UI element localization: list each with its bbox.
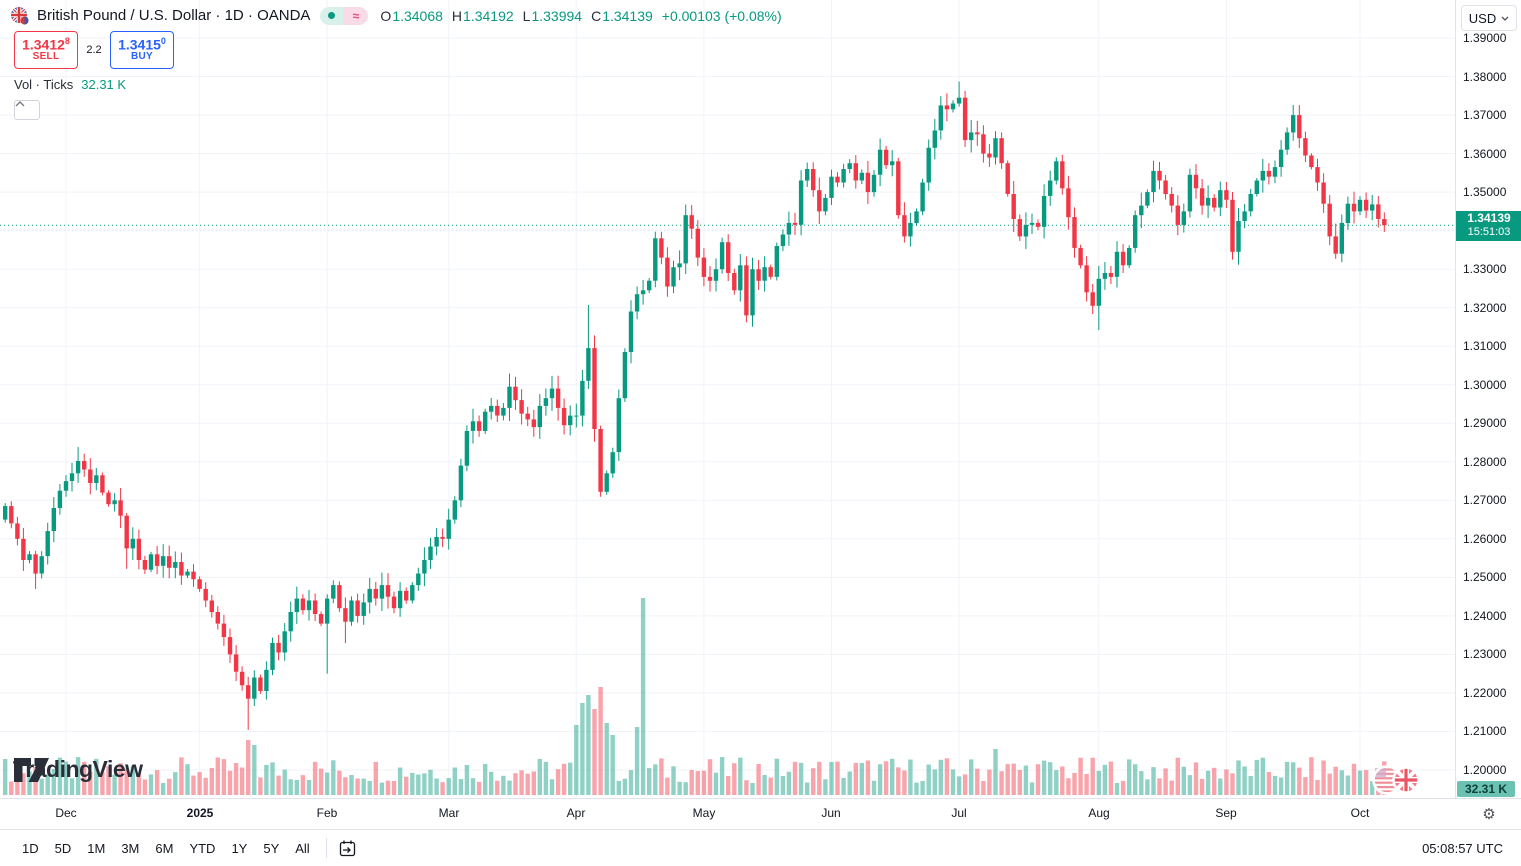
price-tick-label: 1.21000 (1463, 724, 1507, 738)
time-axis[interactable]: Dec 2025 Feb Mar Apr May Jun Jul Aug Sep Oct ⚙ (0, 798, 1521, 830)
price-tick-label: 1.38000 (1463, 70, 1507, 84)
time-tick-label: 2025 (186, 806, 214, 820)
delayed-data-icon: ≈ (343, 6, 369, 25)
utc-clock[interactable]: 05:08:57 UTC (1422, 840, 1503, 856)
chevron-down-icon (1501, 16, 1509, 21)
price-tick-label: 1.31000 (1463, 339, 1507, 353)
bottom-toolbar: 1D 5D 1M 3M 6M YTD 1Y 5Y All 05:08:57 UT… (0, 829, 1521, 866)
ohlc-readout: O 1.34068 H 1.34192 L 1.33994 C 1.34139 +0.0… (380, 8, 781, 24)
time-tick-label: Aug (1088, 806, 1110, 820)
calendar-icon (340, 840, 356, 856)
price-tick-label: 1.32000 (1463, 301, 1507, 315)
open-value: 1.34068 (392, 7, 443, 24)
volume-indicator-legend[interactable]: Vol · Ticks 32.31 K (14, 77, 126, 92)
range-button-1m[interactable]: 1M (87, 840, 106, 856)
time-tick-label: Oct (1350, 806, 1370, 820)
price-tick-label: 1.39000 (1463, 31, 1507, 45)
volume-axis-label: 32.31 K (1457, 781, 1515, 797)
price-tick-label: 1.20000 (1463, 763, 1507, 777)
price-tick-label: 1.28000 (1463, 455, 1507, 469)
time-tick-label: Mar (438, 806, 460, 820)
volume-indicator-value: 32.31 K (81, 77, 127, 92)
range-button-5d[interactable]: 5D (54, 840, 72, 856)
toolbar-divider (325, 838, 327, 858)
time-tick-label: May (692, 806, 716, 820)
bar-countdown: 15:51:03 (1467, 226, 1511, 238)
range-button-1y[interactable]: 1Y (231, 840, 248, 856)
price-tick-label: 1.37000 (1463, 108, 1507, 122)
currency-unit-button[interactable]: USD (1461, 5, 1517, 31)
collapse-legend-button[interactable] (14, 100, 40, 120)
symbol-legend: British Pound / U.S. Dollar · 1D · OANDA… (10, 6, 782, 25)
time-tick-label: Dec (55, 806, 77, 820)
change-value: +0.00103 (+0.08%) (661, 7, 782, 24)
chevron-up-icon (15, 101, 25, 107)
tradingview-glyph-icon (14, 758, 49, 782)
close-label: C (591, 7, 602, 24)
price-tick-label: 1.23000 (1463, 647, 1507, 661)
price-tick-label: 1.26000 (1463, 532, 1507, 546)
price-tick-label: 1.27000 (1463, 493, 1507, 507)
price-axis[interactable]: USD 1.39000 1.38000 1.37000 1.36000 1.35000 1… (1455, 0, 1521, 798)
price-tick-label: 1.35000 (1463, 185, 1507, 199)
low-value: 1.33994 (531, 7, 583, 24)
high-value: 1.34192 (463, 7, 514, 24)
time-tick-label: Apr (566, 806, 586, 820)
range-button-3m[interactable]: 3M (121, 840, 140, 856)
price-tick-label: 1.29000 (1463, 416, 1507, 430)
time-tick-label: Feb (316, 806, 338, 820)
go-to-date-button[interactable] (335, 836, 361, 860)
tradingview-logo[interactable]: TradingView (13, 756, 143, 783)
chart-pane[interactable]: British Pound / U.S. Dollar · 1D · OANDA… (0, 0, 1455, 798)
spread-value: 2.2 (86, 44, 102, 56)
last-price-label: 1.34139 15:51:03 (1456, 211, 1521, 241)
buy-button[interactable]: 1.34150 BUY (110, 31, 174, 69)
price-tick-label: 1.24000 (1463, 609, 1507, 623)
gbp-flag-icon (10, 6, 29, 25)
market-status-badge[interactable]: ≈ (320, 6, 369, 25)
time-tick-label: Jun (821, 806, 841, 820)
trade-buttons: 1.34128 SELL 2.2 1.34150 BUY (14, 31, 174, 69)
range-button-ytd[interactable]: YTD (189, 840, 216, 856)
range-button-5y[interactable]: 5Y (263, 840, 280, 856)
price-tick-label: 1.22000 (1463, 686, 1507, 700)
volume-indicator-label: Vol · Ticks (14, 77, 74, 92)
price-tick-label: 1.33000 (1463, 262, 1507, 276)
time-tick-label: Sep (1215, 806, 1237, 820)
low-label: L (522, 7, 531, 24)
symbol-title[interactable]: British Pound / U.S. Dollar · 1D · OANDA (37, 7, 311, 24)
price-tick-label: 1.25000 (1463, 570, 1507, 584)
price-tick-label: 1.36000 (1463, 147, 1507, 161)
range-button-1d[interactable]: 1D (22, 840, 39, 856)
range-button-all[interactable]: All (295, 840, 310, 856)
high-label: H (451, 7, 463, 24)
open-label: O (380, 7, 392, 24)
close-value: 1.34139 (602, 7, 653, 24)
market-open-dot-icon (320, 6, 344, 25)
price-tick-label: 1.30000 (1463, 378, 1507, 392)
sell-button[interactable]: 1.34128 SELL (14, 31, 78, 69)
range-button-6m[interactable]: 6M (155, 840, 174, 856)
candlestick-chart[interactable] (0, 0, 1455, 798)
axis-settings-gear-icon[interactable]: ⚙ (1482, 806, 1496, 823)
time-tick-label: Jul (951, 806, 967, 820)
